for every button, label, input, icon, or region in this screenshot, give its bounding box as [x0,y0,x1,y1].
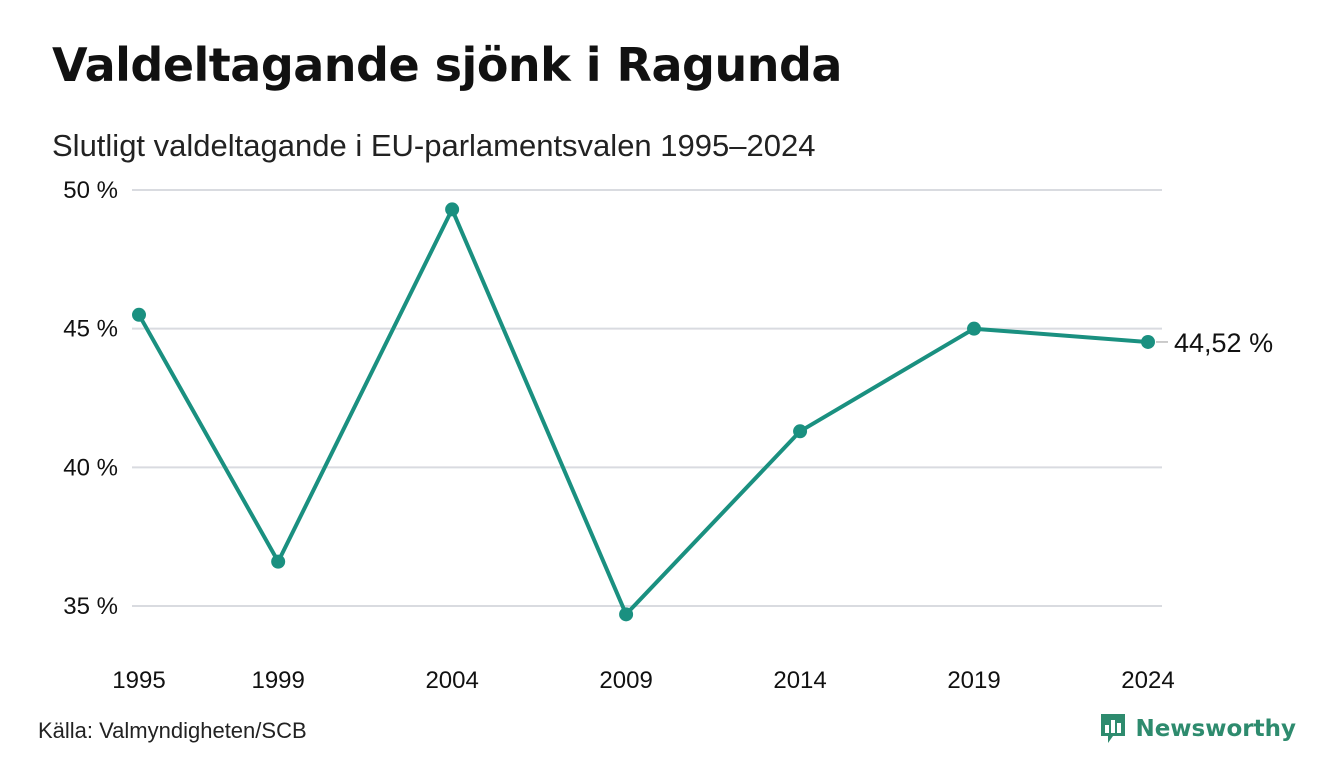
x-tick-label-2009: 2009 [599,667,652,694]
source-note: Källa: Valmyndigheten/SCB [38,718,307,743]
brand-name: Newsworthy [1135,716,1296,742]
data-point-2019 [967,321,982,336]
x-tick-label-2014: 2014 [773,667,826,694]
end-label-group: 44,52 % [1156,328,1273,358]
bar-chart-speech-bubble-icon [1101,714,1126,743]
x-tick-label-2024: 2024 [1121,667,1174,694]
line-chart: 35 % 40 % 45 % 50 % 1995 1999 2004 2009 2014 201… [63,177,1273,694]
data-point-2004 [445,202,460,217]
brand-logo: Newsworthy [1099,712,1296,746]
data-point-2014 [793,424,808,439]
data-point-2009 [619,607,634,622]
y-tick-label-45: 45 % [63,316,118,343]
x-tick-label-1995: 1995 [112,667,165,694]
series-line-0 [137,207,1150,617]
y-tick-label-50: 50 % [63,177,118,204]
series-turnout [132,202,1155,622]
y-axis-tick-labels: 35 % 40 % 45 % 50 % [63,177,118,620]
end-value-label: 44,52 % [1174,328,1273,358]
x-tick-label-2004: 2004 [425,667,478,694]
data-point-2024 [1141,334,1155,349]
chart-subtitle: Slutligt valdeltagande i EU-parlamentsva… [52,128,816,163]
x-tick-label-2019: 2019 [947,667,1000,694]
x-axis-tick-labels: 1995 1999 2004 2009 2014 2019 2024 [112,667,1174,694]
data-point-1999 [271,554,286,569]
y-tick-label-35: 35 % [63,593,118,620]
chart-title: Valdeltagande sjönk i Ragunda [52,38,842,92]
x-tick-label-1999: 1999 [251,667,304,694]
data-point-1995 [132,307,146,322]
y-tick-label-40: 40 % [63,454,118,481]
